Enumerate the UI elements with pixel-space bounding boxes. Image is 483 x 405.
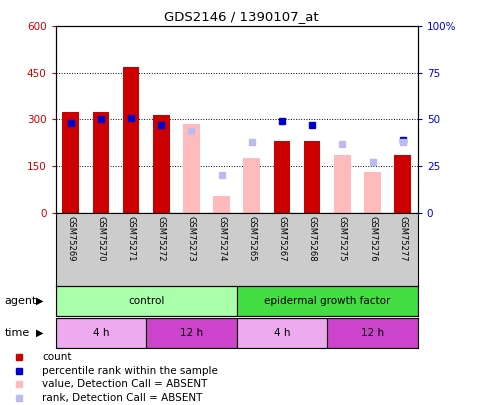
Text: GSM75268: GSM75268 (308, 216, 317, 262)
Text: GSM75277: GSM75277 (398, 216, 407, 262)
Bar (93, 112, 109, 213)
Text: rank, Detection Call = ABSENT: rank, Detection Call = ABSENT (42, 393, 202, 403)
Text: ▶: ▶ (36, 328, 44, 338)
Text: 4 h: 4 h (274, 328, 290, 338)
Text: GSM75276: GSM75276 (368, 216, 377, 262)
Text: count: count (42, 352, 71, 362)
Bar (327, 318, 418, 348)
Bar (146, 318, 237, 348)
Text: value, Detection Call = ABSENT: value, Detection Call = ABSENT (42, 379, 208, 390)
Text: ▶: ▶ (36, 296, 44, 306)
Text: GSM75274: GSM75274 (217, 216, 226, 262)
Text: control: control (128, 296, 164, 306)
Bar (56, 318, 146, 348)
Text: GSM75270: GSM75270 (96, 216, 105, 262)
Bar (153, 115, 170, 213)
Bar (364, 172, 381, 213)
Text: epidermal growth factor: epidermal growth factor (264, 296, 390, 306)
Bar (123, 67, 139, 213)
Bar (304, 141, 320, 213)
Text: 12 h: 12 h (180, 328, 203, 338)
Text: 4 h: 4 h (93, 328, 109, 338)
Text: GSM75273: GSM75273 (187, 216, 196, 262)
Bar (243, 158, 260, 213)
Text: GDS2146 / 1390107_at: GDS2146 / 1390107_at (164, 10, 319, 23)
Text: 12 h: 12 h (361, 328, 384, 338)
Bar (62, 112, 79, 213)
Bar (213, 196, 230, 213)
Bar (274, 141, 290, 213)
Bar (237, 318, 327, 348)
Text: GSM75267: GSM75267 (277, 216, 286, 262)
Text: agent: agent (5, 296, 37, 306)
Bar (56, 286, 237, 316)
Bar (334, 155, 351, 213)
Text: time: time (5, 328, 30, 338)
Text: GSM75265: GSM75265 (247, 216, 256, 262)
Text: GSM75275: GSM75275 (338, 216, 347, 262)
Text: GSM75271: GSM75271 (127, 216, 136, 262)
Bar (395, 155, 411, 213)
Bar (237, 286, 418, 316)
Text: GSM75269: GSM75269 (66, 216, 75, 262)
Text: percentile rank within the sample: percentile rank within the sample (42, 366, 218, 376)
Text: GSM75272: GSM75272 (156, 216, 166, 262)
Bar (183, 124, 199, 213)
